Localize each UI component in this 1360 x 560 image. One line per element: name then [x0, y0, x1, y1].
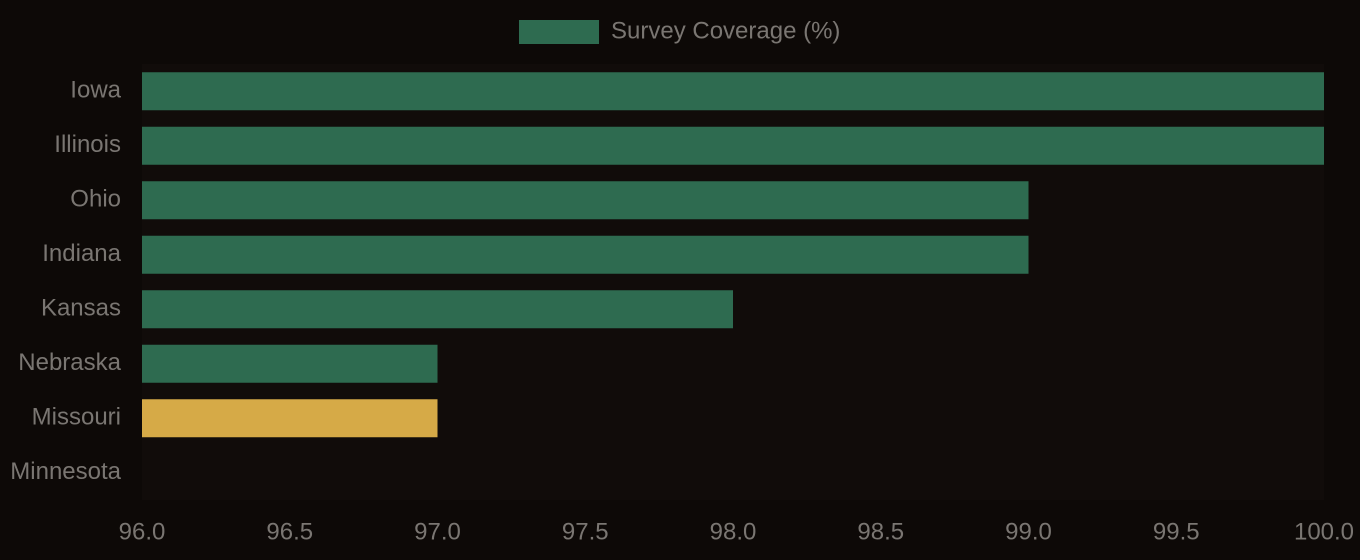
bars-group	[142, 72, 1324, 438]
bar-illinois	[142, 126, 1324, 165]
legend: Survey Coverage (%)	[519, 17, 840, 44]
x-tick-label: 96.5	[266, 518, 313, 545]
x-axis-ticks: 96.0 96.5 97.0 97.5 98.0 98.5 99.0 99.5 100.0	[119, 518, 1354, 545]
category-label-ohio: Ohio	[70, 186, 121, 213]
category-label-minnesota: Minnesota	[10, 458, 121, 485]
category-labels: Iowa Illinois Ohio Indiana Kansas Nebraska Mis…	[10, 77, 121, 486]
bar-kansas	[142, 290, 733, 329]
bar-iowa	[142, 72, 1324, 111]
category-label-iowa: Iowa	[70, 77, 121, 104]
x-tick-label: 98.0	[710, 518, 757, 545]
category-label-kansas: Kansas	[41, 295, 121, 322]
bar-ohio	[142, 181, 1029, 220]
x-tick-label: 96.0	[119, 518, 166, 545]
x-tick-label: 100.0	[1294, 518, 1354, 545]
legend-label: Survey Coverage (%)	[611, 17, 840, 44]
x-tick-label: 99.0	[1005, 518, 1052, 545]
legend-swatch	[519, 20, 599, 44]
x-tick-label: 97.0	[414, 518, 461, 545]
x-tick-label: 98.5	[857, 518, 904, 545]
bar-nebraska	[142, 344, 438, 383]
bar-indiana	[142, 235, 1029, 274]
category-label-missouri: Missouri	[32, 404, 121, 431]
category-label-nebraska: Nebraska	[18, 349, 121, 376]
x-tick-label: 97.5	[562, 518, 609, 545]
bar-missouri	[142, 399, 438, 438]
category-label-illinois: Illinois	[54, 131, 121, 158]
x-tick-label: 99.5	[1153, 518, 1200, 545]
category-label-indiana: Indiana	[42, 240, 121, 267]
